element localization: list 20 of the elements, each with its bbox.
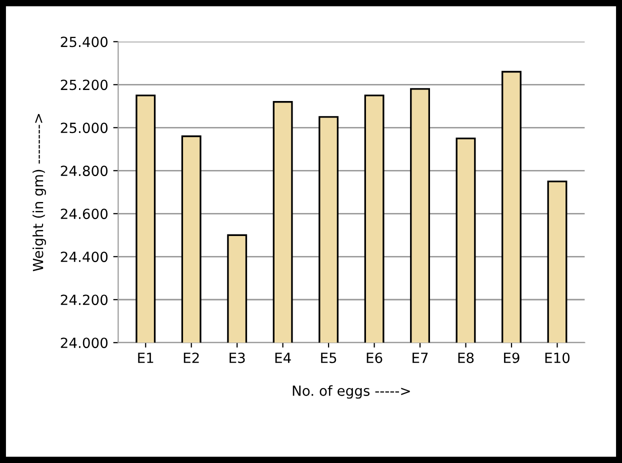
y-tick-label: 25.200 xyxy=(60,80,108,90)
x-tick-label: E6 xyxy=(366,352,382,364)
x-tick-label: E4 xyxy=(275,352,291,363)
x-tick-label: E2 xyxy=(184,352,199,363)
x-tick-label: E1 xyxy=(138,352,154,363)
y-axis-title: Weight (in gm) --------> xyxy=(32,114,46,272)
x-tick-label: E10 xyxy=(545,352,570,364)
y-tick-label: 24.200 xyxy=(60,294,108,306)
y-tick-label: 25.400 xyxy=(60,36,108,48)
x-tick-label: E5 xyxy=(321,352,336,364)
x-axis-title: No. of eggs -----> xyxy=(292,385,410,399)
y-tick-label: 24.400 xyxy=(60,252,108,262)
x-tick-label: E3 xyxy=(230,352,245,364)
y-tick-label: 25.000 xyxy=(60,122,108,134)
x-tick-label: E8 xyxy=(458,352,474,364)
x-tick-label: E7 xyxy=(412,352,428,363)
y-tick-label: 24.800 xyxy=(60,166,108,176)
x-tick-label: E9 xyxy=(504,352,520,364)
y-tick-label: 24.600 xyxy=(60,208,108,220)
y-tick-label: 24.000 xyxy=(60,338,108,348)
